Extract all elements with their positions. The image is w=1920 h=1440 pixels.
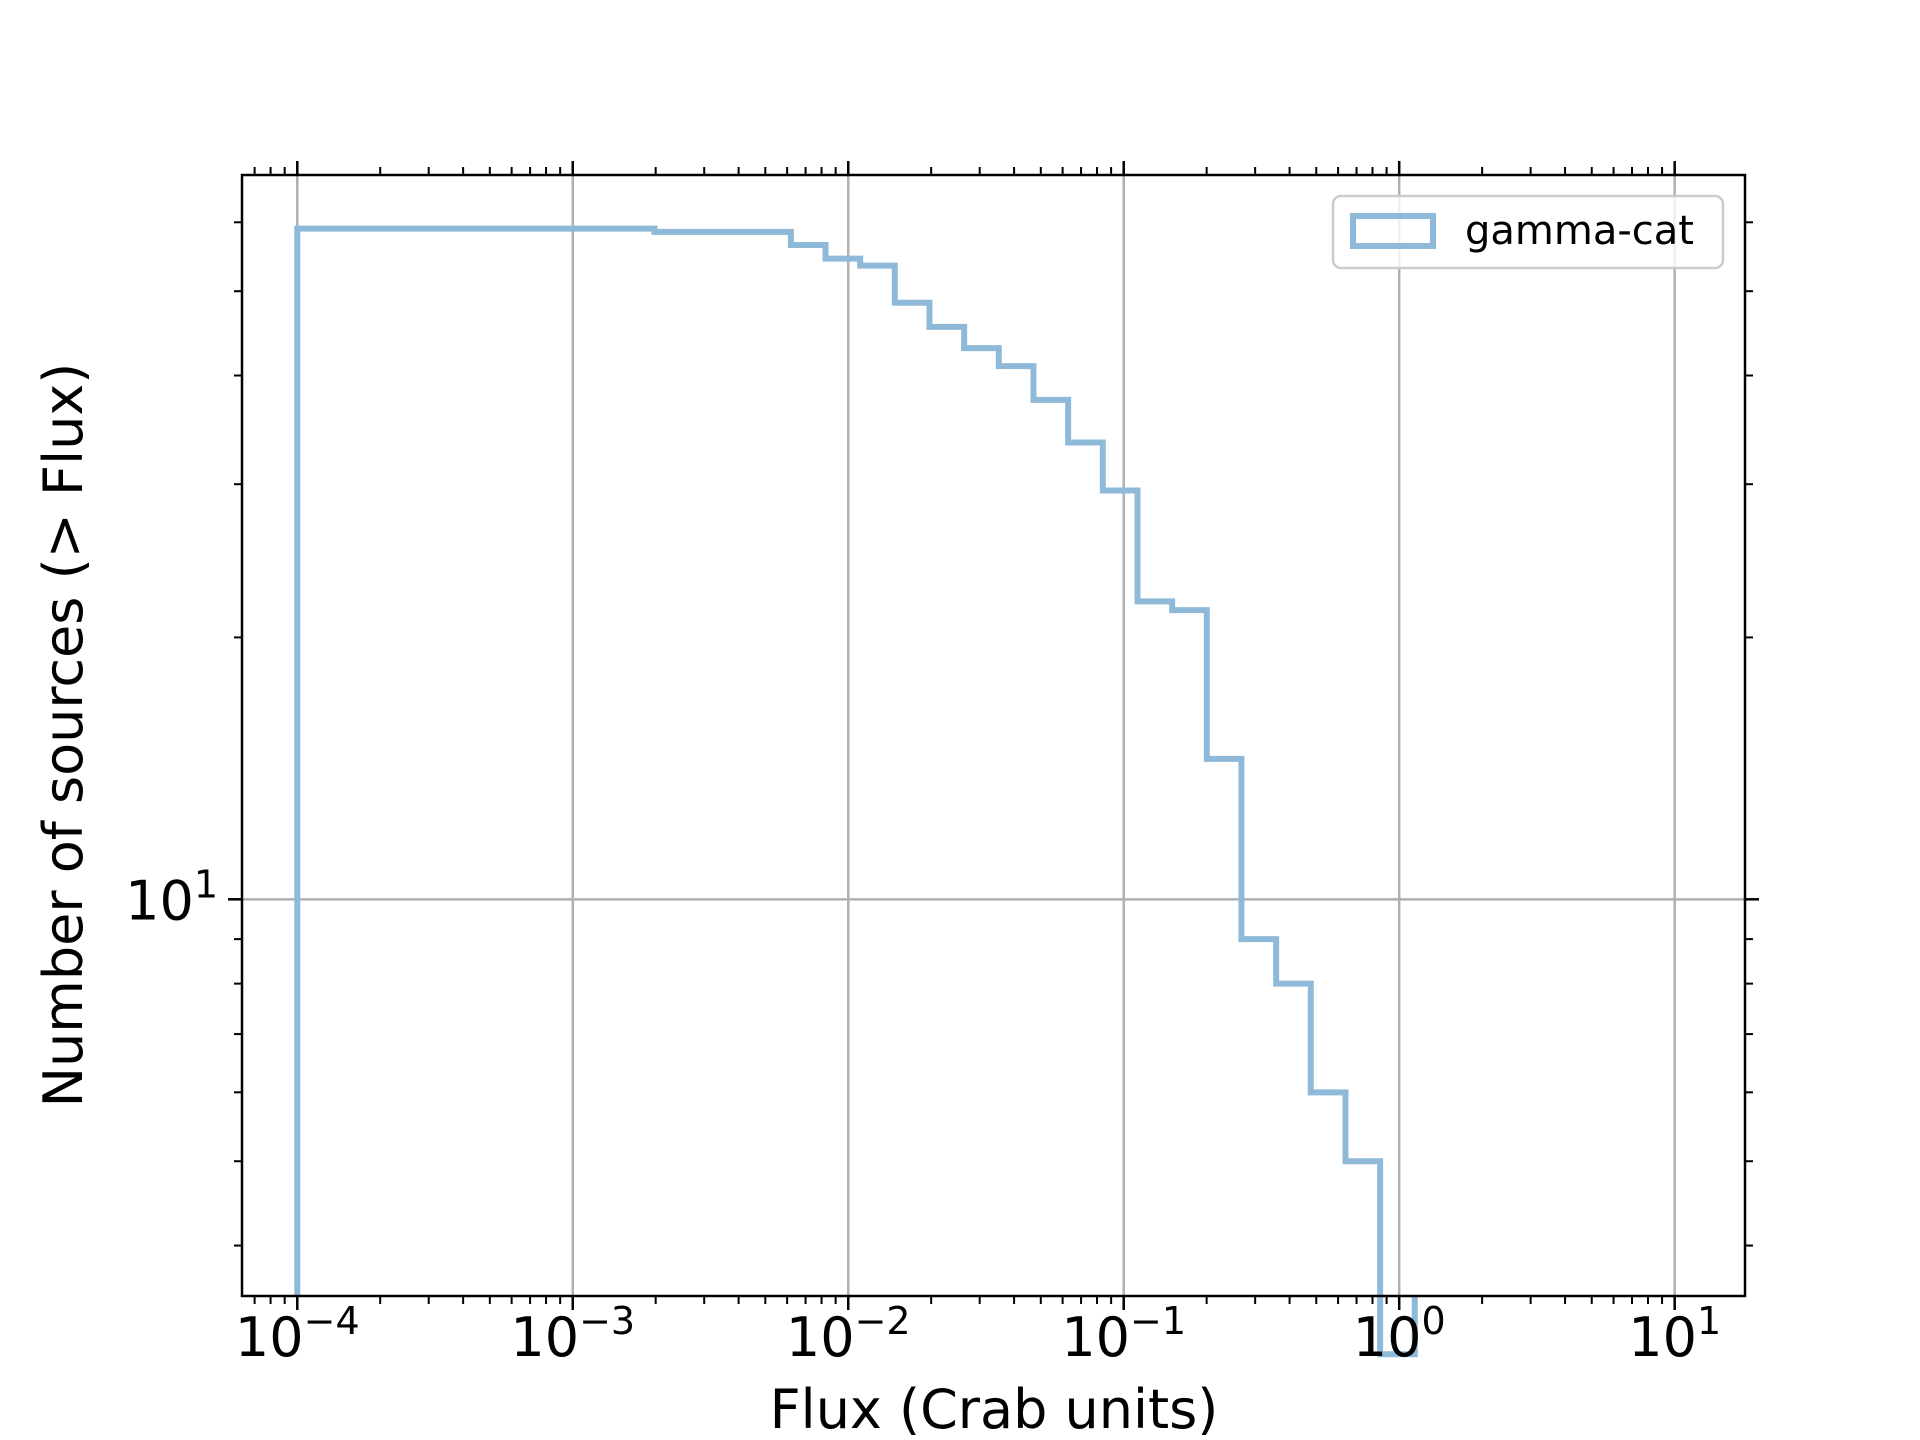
- tick-labels: 10−4 10−3 10−2 10−1 100 101 101: [125, 862, 1721, 1369]
- y-tick-label-0: 101: [125, 862, 218, 932]
- x-tick-label-1: 10−3: [510, 1299, 635, 1369]
- series-layer: [294, 225, 1418, 1358]
- x-axis-label: Flux (Crab units): [770, 1378, 1219, 1440]
- y-axis-label: Number of sources (> Flux): [32, 363, 95, 1108]
- x-tick-label-5: 101: [1628, 1299, 1721, 1369]
- x-tick-label-3: 10−1: [1061, 1299, 1186, 1369]
- x-tick-label-2: 10−2: [786, 1299, 911, 1369]
- x-tick-label-0: 10−4: [235, 1299, 360, 1369]
- series-line-gamma-cat: [294, 225, 1418, 1358]
- axes-frame: [240, 173, 1747, 1298]
- plot-area: [242, 175, 1745, 1296]
- x-tick-label-4: 100: [1353, 1299, 1446, 1369]
- legend-swatch: [1350, 213, 1436, 249]
- legend: gamma-cat: [1331, 194, 1725, 270]
- legend-label: gamma-cat: [1465, 208, 1694, 254]
- ticks: [228, 161, 1759, 1310]
